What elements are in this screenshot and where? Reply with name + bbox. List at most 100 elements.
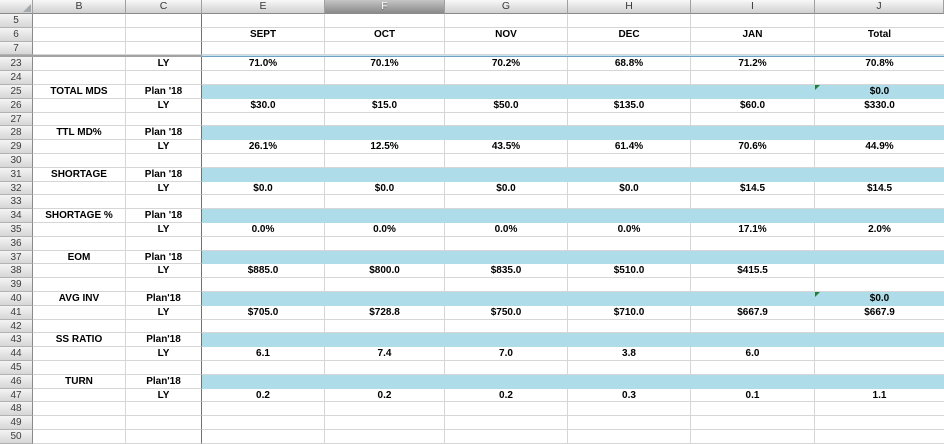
- cell-F46[interactable]: [325, 374, 445, 389]
- cell-H35[interactable]: 0.0%: [568, 222, 691, 237]
- row-header-28[interactable]: 28: [0, 126, 33, 141]
- cell-G27[interactable]: [445, 112, 568, 127]
- cell-B30[interactable]: [33, 153, 126, 168]
- cell-F40[interactable]: [325, 291, 445, 306]
- column-header-C[interactable]: C: [126, 0, 202, 14]
- cell-C5[interactable]: [126, 14, 202, 28]
- cell-C47[interactable]: LY: [126, 388, 202, 403]
- cell-H38[interactable]: $510.0: [568, 264, 691, 279]
- cell-H39[interactable]: [568, 278, 691, 292]
- cell-C27[interactable]: [126, 112, 202, 127]
- row-header-34[interactable]: 34: [0, 209, 33, 223]
- row-header-5[interactable]: 5: [0, 14, 33, 28]
- cell-G33[interactable]: [445, 195, 568, 210]
- row-header-32[interactable]: 32: [0, 181, 33, 196]
- cell-B6[interactable]: [33, 27, 126, 42]
- row-header-24[interactable]: 24: [0, 71, 33, 85]
- cell-I27[interactable]: [691, 112, 815, 127]
- cell-F34[interactable]: [325, 209, 445, 223]
- cell-F29[interactable]: 12.5%: [325, 140, 445, 154]
- cell-B5[interactable]: [33, 14, 126, 28]
- row-header-41[interactable]: 41: [0, 305, 33, 320]
- cell-C7[interactable]: [126, 41, 202, 56]
- cell-H24[interactable]: [568, 71, 691, 85]
- cell-I40[interactable]: [691, 291, 815, 306]
- cell-F39[interactable]: [325, 278, 445, 292]
- cell-I7[interactable]: [691, 41, 815, 56]
- cell-F30[interactable]: [325, 153, 445, 168]
- row-header-7[interactable]: 7: [0, 41, 33, 56]
- cell-B42[interactable]: [33, 319, 126, 334]
- cell-C33[interactable]: [126, 195, 202, 210]
- cell-C28[interactable]: Plan '18: [126, 126, 202, 141]
- cell-E41[interactable]: $705.0: [202, 305, 325, 320]
- cell-I48[interactable]: [691, 402, 815, 417]
- cell-G35[interactable]: 0.0%: [445, 222, 568, 237]
- cell-E48[interactable]: [202, 402, 325, 417]
- cell-C26[interactable]: LY: [126, 98, 202, 113]
- row-header-30[interactable]: 30: [0, 153, 33, 168]
- cell-J23[interactable]: 70.8%: [815, 57, 944, 72]
- cell-J28[interactable]: [815, 126, 944, 141]
- cell-J35[interactable]: 2.0%: [815, 222, 944, 237]
- cell-C42[interactable]: [126, 319, 202, 334]
- row-header-46[interactable]: 46: [0, 374, 33, 389]
- cell-F45[interactable]: [325, 360, 445, 375]
- cell-F7[interactable]: [325, 41, 445, 56]
- cell-I37[interactable]: [691, 250, 815, 265]
- cell-F27[interactable]: [325, 112, 445, 127]
- cell-I5[interactable]: [691, 14, 815, 28]
- cell-E25[interactable]: [202, 84, 325, 99]
- cell-B32[interactable]: [33, 181, 126, 196]
- cell-E34[interactable]: [202, 209, 325, 223]
- cell-J33[interactable]: [815, 195, 944, 210]
- cell-J32[interactable]: $14.5: [815, 181, 944, 196]
- cell-E40[interactable]: [202, 291, 325, 306]
- cell-F44[interactable]: 7.4: [325, 347, 445, 361]
- cell-B33[interactable]: [33, 195, 126, 210]
- cell-I49[interactable]: [691, 416, 815, 430]
- cell-C41[interactable]: LY: [126, 305, 202, 320]
- cell-E45[interactable]: [202, 360, 325, 375]
- cell-C24[interactable]: [126, 71, 202, 85]
- cell-J44[interactable]: [815, 347, 944, 361]
- cell-I25[interactable]: [691, 84, 815, 99]
- cell-B40[interactable]: AVG INV: [33, 291, 126, 306]
- cell-G23[interactable]: 70.2%: [445, 57, 568, 72]
- cell-I33[interactable]: [691, 195, 815, 210]
- cell-C48[interactable]: [126, 402, 202, 417]
- cell-C49[interactable]: [126, 416, 202, 430]
- cell-J24[interactable]: [815, 71, 944, 85]
- cell-J38[interactable]: [815, 264, 944, 279]
- cell-H34[interactable]: [568, 209, 691, 223]
- cell-B28[interactable]: TTL MD%: [33, 126, 126, 141]
- cell-F42[interactable]: [325, 319, 445, 334]
- cell-J6[interactable]: Total: [815, 27, 944, 42]
- cell-G25[interactable]: [445, 84, 568, 99]
- cell-B39[interactable]: [33, 278, 126, 292]
- cell-G32[interactable]: $0.0: [445, 181, 568, 196]
- cell-G34[interactable]: [445, 209, 568, 223]
- row-header-47[interactable]: 47: [0, 388, 33, 403]
- cell-C43[interactable]: Plan'18: [126, 333, 202, 348]
- row-header-45[interactable]: 45: [0, 360, 33, 375]
- cell-I44[interactable]: 6.0: [691, 347, 815, 361]
- cell-H42[interactable]: [568, 319, 691, 334]
- cell-F37[interactable]: [325, 250, 445, 265]
- cell-B29[interactable]: [33, 140, 126, 154]
- cell-H26[interactable]: $135.0: [568, 98, 691, 113]
- cell-G7[interactable]: [445, 41, 568, 56]
- cell-B44[interactable]: [33, 347, 126, 361]
- cell-B37[interactable]: EOM: [33, 250, 126, 265]
- cell-C23[interactable]: LY: [126, 57, 202, 72]
- cell-C34[interactable]: Plan '18: [126, 209, 202, 223]
- row-header-43[interactable]: 43: [0, 333, 33, 348]
- cell-I28[interactable]: [691, 126, 815, 141]
- cell-H32[interactable]: $0.0: [568, 181, 691, 196]
- cell-C45[interactable]: [126, 360, 202, 375]
- cell-G30[interactable]: [445, 153, 568, 168]
- cell-B24[interactable]: [33, 71, 126, 85]
- row-header-48[interactable]: 48: [0, 402, 33, 417]
- cell-J42[interactable]: [815, 319, 944, 334]
- cell-H36[interactable]: [568, 236, 691, 251]
